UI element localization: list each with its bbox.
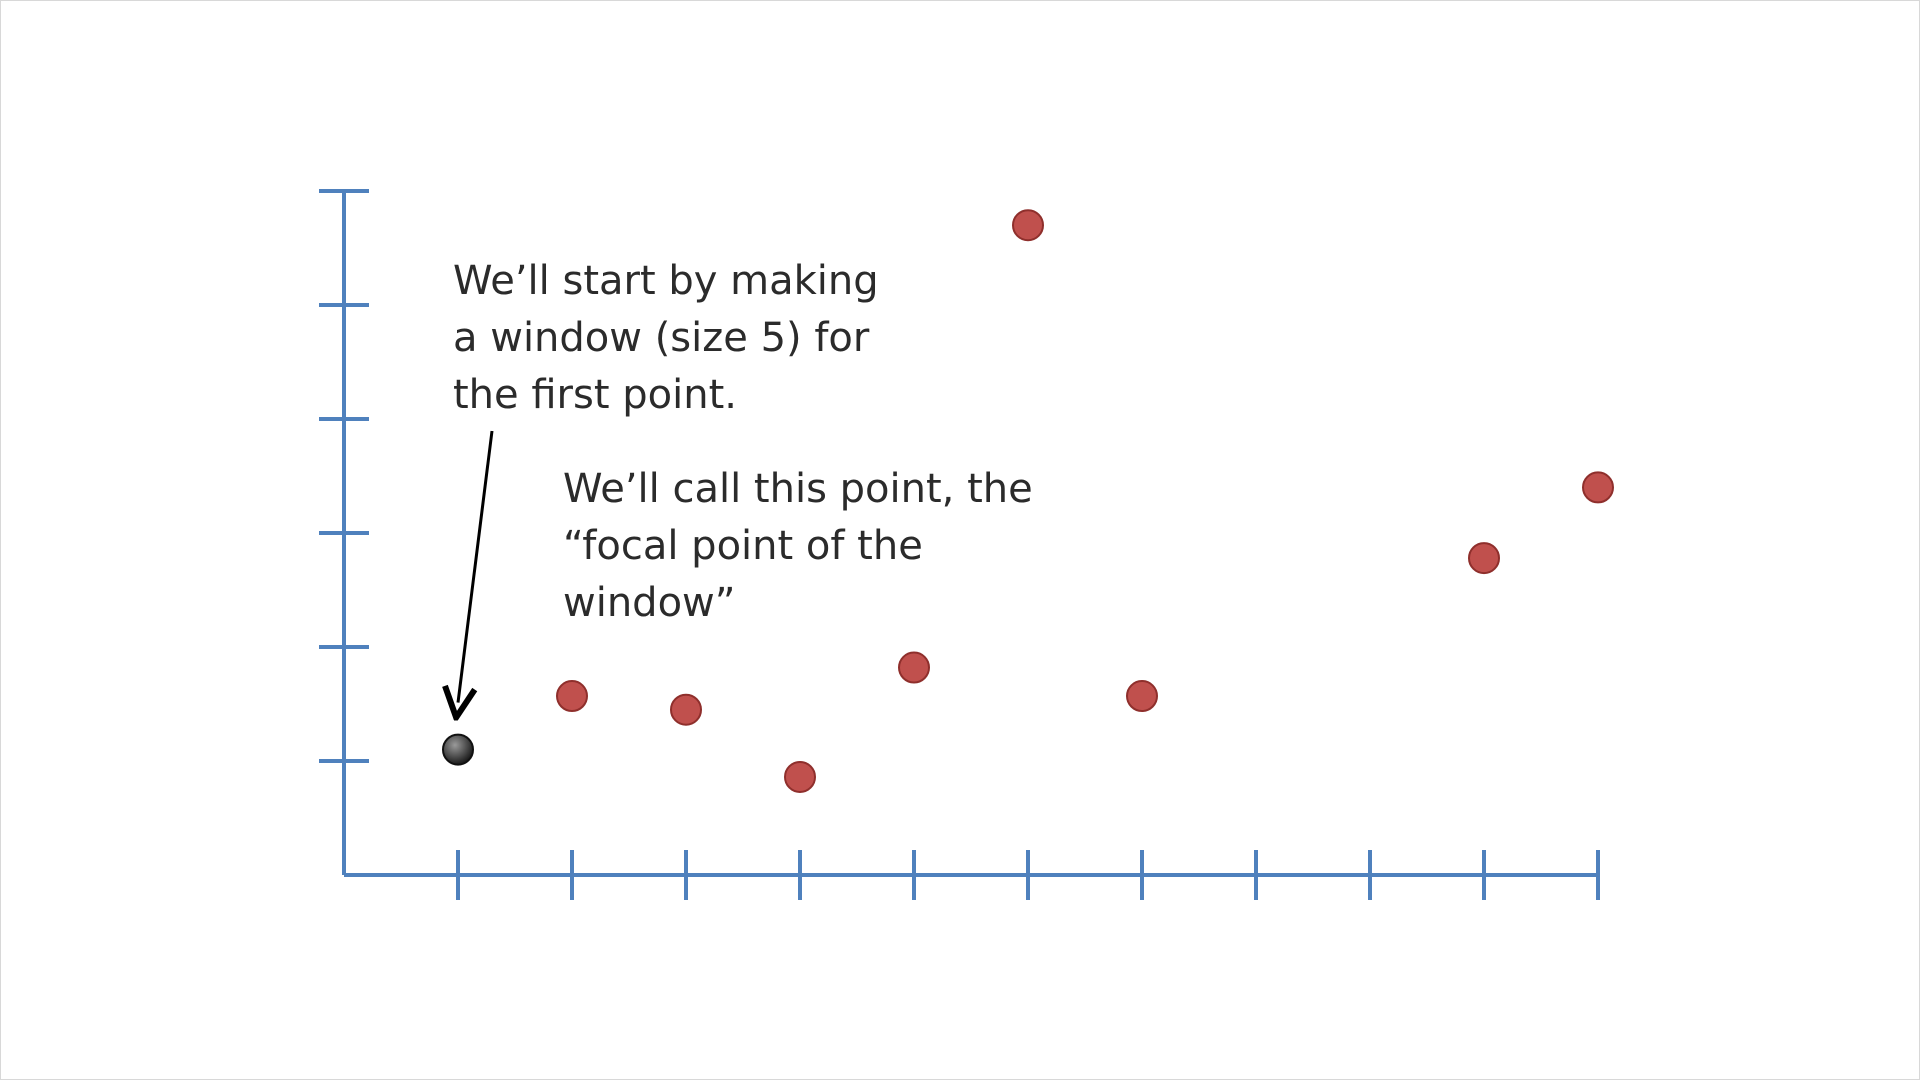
annotation-focal-note: We’ll call this point, the “focal point … [563, 466, 1033, 626]
data-point [1126, 680, 1158, 713]
axes [319, 189, 1600, 900]
data-point [1012, 209, 1044, 242]
data-points [442, 209, 1614, 793]
arrow-line [458, 430, 494, 703]
data-point [1582, 471, 1614, 504]
data-point [670, 693, 702, 726]
data-point [898, 651, 930, 684]
focal-data-point [442, 733, 474, 766]
data-point [784, 760, 816, 793]
annotation-arrow [458, 430, 494, 703]
annotation-window-note: We’ll start by making a window (size 5) … [453, 258, 879, 418]
data-point [556, 680, 588, 713]
data-point [1468, 542, 1500, 575]
